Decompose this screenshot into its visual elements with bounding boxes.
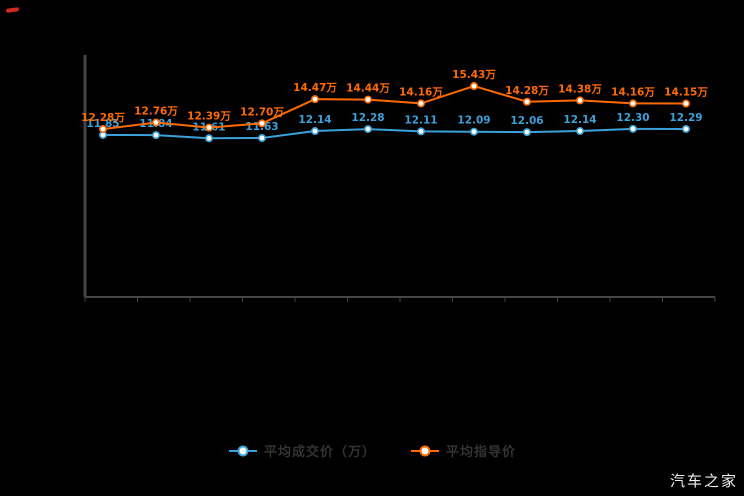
- data-point-label: 11.85: [86, 118, 119, 130]
- chart-legend: 平均成交价（万） 平均指导价: [0, 441, 744, 460]
- data-point-label: 12.76万: [134, 106, 178, 118]
- series-line-1: [102, 84, 687, 131]
- data-point-label: 12.06: [510, 115, 543, 127]
- legend-label: 平均成交价（万）: [263, 445, 376, 460]
- data-point-label: 14.38万: [558, 83, 602, 95]
- data-point-marker[interactable]: [416, 99, 425, 108]
- data-point-label: 12.39万: [187, 111, 231, 123]
- data-point-marker[interactable]: [628, 99, 637, 108]
- data-point-marker[interactable]: [257, 133, 266, 142]
- line-circle-marker-icon: [228, 445, 257, 456]
- data-point-marker[interactable]: [99, 125, 108, 134]
- data-point-label: 14.16万: [399, 86, 443, 98]
- data-point-marker[interactable]: [522, 97, 531, 106]
- data-point-marker[interactable]: [152, 118, 161, 127]
- data-point-label: 12.09: [457, 115, 490, 127]
- data-point-marker[interactable]: [628, 124, 637, 133]
- legend-item-avg-msrp[interactable]: 平均指导价: [410, 441, 516, 460]
- data-point-label: 15.43万: [452, 69, 496, 81]
- line-circle-marker-icon: [411, 445, 439, 456]
- data-point-label: 14.15万: [664, 87, 708, 99]
- legend-label: 平均指导价: [446, 445, 517, 460]
- data-point-marker[interactable]: [522, 128, 531, 137]
- data-point-label: 12.29: [669, 112, 702, 124]
- data-point-marker[interactable]: [205, 123, 214, 132]
- series-line-0: [102, 127, 687, 140]
- data-point-marker[interactable]: [681, 124, 690, 133]
- data-point-marker[interactable]: [575, 96, 584, 105]
- data-point-marker[interactable]: [257, 119, 266, 128]
- data-point-label: 12.28万: [81, 112, 125, 124]
- data-point-marker[interactable]: [310, 127, 319, 136]
- data-point-marker[interactable]: [469, 127, 478, 136]
- data-point-label: 12.14: [298, 114, 331, 126]
- data-point-label: 14.47万: [293, 82, 337, 94]
- data-point-marker[interactable]: [363, 95, 372, 104]
- data-point-marker[interactable]: [416, 127, 425, 136]
- data-point-label: 14.44万: [346, 83, 390, 95]
- data-point-marker[interactable]: [469, 82, 478, 91]
- data-point-label: 12.14: [563, 114, 596, 126]
- data-point-label: 12.11: [404, 114, 437, 126]
- data-point-marker[interactable]: [363, 125, 372, 134]
- data-point-label: 14.16万: [611, 86, 655, 98]
- data-point-marker[interactable]: [310, 95, 319, 104]
- data-point-marker[interactable]: [575, 127, 584, 136]
- autohome-watermark: 汽车之家: [669, 472, 738, 490]
- legend-item-avg-deal-price[interactable]: 平均成交价（万）: [228, 441, 376, 460]
- data-point-label: 14.28万: [505, 85, 549, 97]
- data-point-label: 12.28: [351, 112, 384, 124]
- data-point-label: 12.30: [616, 112, 649, 124]
- data-point-marker[interactable]: [681, 99, 690, 108]
- data-point-marker[interactable]: [152, 131, 161, 140]
- data-point-marker[interactable]: [205, 134, 214, 143]
- data-point-label: 12.70万: [240, 106, 284, 118]
